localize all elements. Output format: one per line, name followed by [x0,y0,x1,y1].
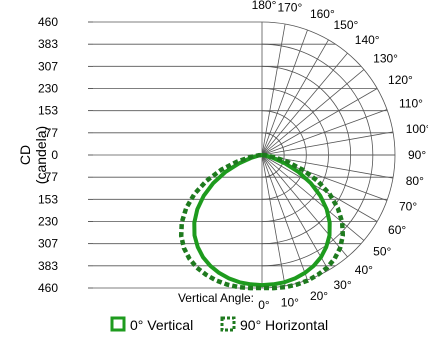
angle-tick-label: 60° [388,223,406,237]
grid-spoke [261,154,329,271]
y-axis-label-line1: CD [17,145,33,165]
grid-spoke [261,154,308,281]
legend-label-horizontal: 90° Horizontal [240,317,328,333]
angle-tick-label: 70° [399,199,417,213]
angle-tick-label: 110° [399,97,423,111]
y-tick-label: 383 [38,37,58,51]
y-tick-label: 460 [38,281,58,295]
y-tick-label: 230 [38,82,58,96]
angle-axis-label: Vertical Angle: [178,291,254,305]
y-axis-label-line2: (candela) [33,126,49,184]
grid-spoke [261,154,348,258]
angle-tick-label: 120° [388,73,413,87]
angle-tick-label: 150° [334,18,359,32]
angle-tick-label: 30° [334,278,352,292]
angle-tick-label: 20° [310,289,328,303]
angle-tick-label: 0° [258,298,270,312]
y-tick-label: 77 [45,126,59,140]
angle-tick-label: 130° [373,52,398,66]
legend-swatch-horizontal [220,316,236,332]
series-line-vertical [192,153,332,288]
axis-labels: 460 383 307 230 153 77 0 77 153 230 307 383 460 0° 10°… [38,0,428,312]
grid-spoke [261,154,378,222]
y-tick-label: 153 [38,104,58,118]
angle-tick-label: 40° [355,263,373,277]
grid-spoke [261,52,348,156]
angle-tick-label: 160° [310,7,335,21]
angle-tick-label: 90° [408,148,426,162]
plot-series [178,152,346,291]
y-tick-label: 307 [38,237,58,251]
series-line-horizontal [178,152,346,291]
y-tick-label: 77 [45,170,59,184]
y-tick-label: 383 [38,259,58,273]
grid-spoke [261,131,394,156]
y-tick-label: 307 [38,59,58,73]
angle-tick-label: 140° [355,33,380,47]
grid-spoke [261,154,365,241]
grid-spoke [261,88,378,156]
y-tick-label: 153 [38,192,58,206]
grid-spoke [261,154,286,287]
y-tick-label: 460 [38,15,58,29]
grid-spoke [261,154,394,179]
grid-spoke [261,39,329,156]
angle-tick-label: 100° [406,122,428,136]
legend-swatch-vertical [110,316,126,332]
grid [88,21,396,289]
grid-spoke [261,109,388,156]
angle-tick-label: 10° [281,296,299,310]
legend-label-vertical: 0° Vertical [130,317,193,333]
angle-tick-label: 80° [406,174,424,188]
y-tick-label: 230 [38,215,58,229]
angle-tick-label: 180° [252,0,277,12]
angle-tick-label: 50° [373,244,391,258]
legend: 0° Vertical 90° Horizontal [110,316,328,333]
grid-spoke [261,23,286,156]
grid-spoke [261,29,308,156]
angle-tick-label: 170° [277,0,302,14]
grid-spoke [261,69,365,156]
y-tick-label: 0 [51,148,58,162]
